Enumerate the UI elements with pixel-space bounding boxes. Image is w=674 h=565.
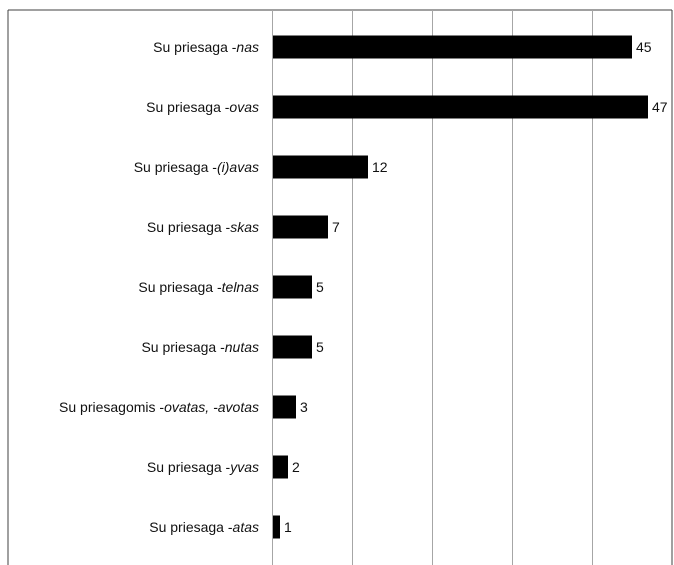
data-label: 5 bbox=[316, 279, 324, 295]
category-label-prefix: Su priesaga - bbox=[134, 159, 218, 175]
bars bbox=[273, 35, 648, 539]
bar bbox=[273, 395, 296, 419]
category-label-suffix: ovas bbox=[229, 99, 259, 115]
category-label-suffix: skas bbox=[230, 219, 259, 235]
category-label-prefix: Su priesaga - bbox=[149, 519, 233, 535]
category-label: Su priesaga -ovas bbox=[146, 99, 259, 115]
category-label-prefix: Su priesaga - bbox=[146, 99, 230, 115]
bar bbox=[273, 95, 648, 119]
category-label: Su priesaga -atas bbox=[149, 519, 259, 535]
category-label: Su priesaga -telnas bbox=[138, 279, 259, 295]
data-labels: 45 47 12 7 5 5 3 2 1 bbox=[284, 39, 668, 535]
data-label: 45 bbox=[636, 39, 652, 55]
data-label: 1 bbox=[284, 519, 292, 535]
bar bbox=[273, 515, 280, 539]
data-label: 47 bbox=[652, 99, 668, 115]
bar bbox=[273, 35, 632, 59]
category-label: Su priesaga -nutas bbox=[141, 339, 259, 355]
category-label: Su priesaga -(i)avas bbox=[134, 159, 259, 175]
category-label-prefix: Su priesaga - bbox=[153, 39, 237, 55]
chart-frame bbox=[7, 9, 673, 565]
category-label-prefix: Su priesaga - bbox=[141, 339, 225, 355]
category-label-suffix: yvas bbox=[229, 459, 259, 475]
data-label: 5 bbox=[316, 339, 324, 355]
category-label: Su priesagomis -ovatas, -avotas bbox=[59, 399, 259, 415]
bar bbox=[273, 215, 328, 239]
category-label: Su priesaga -skas bbox=[147, 219, 259, 235]
category-label-prefix: Su priesagomis - bbox=[59, 399, 164, 415]
category-label-suffix: nas bbox=[236, 39, 259, 55]
category-label-prefix: Su priesaga - bbox=[138, 279, 222, 295]
bar bbox=[273, 335, 312, 359]
category-label: Su priesaga -yvas bbox=[147, 459, 259, 475]
category-label-prefix: Su priesaga - bbox=[147, 459, 231, 475]
bar bbox=[273, 275, 312, 299]
category-label-suffix: (i)avas bbox=[217, 159, 259, 175]
category-label-suffix: nutas bbox=[225, 339, 259, 355]
bar bbox=[273, 455, 288, 479]
category-label: Su priesaga -nas bbox=[153, 39, 259, 55]
bar bbox=[273, 155, 368, 179]
grid-lines bbox=[352, 10, 593, 565]
data-label: 7 bbox=[332, 219, 340, 235]
category-label-prefix: Su priesaga - bbox=[147, 219, 231, 235]
data-label: 2 bbox=[292, 459, 300, 475]
data-label: 3 bbox=[300, 399, 308, 415]
category-label-suffix: telnas bbox=[222, 279, 259, 295]
category-label-suffix: atas bbox=[233, 519, 259, 535]
data-label: 12 bbox=[372, 159, 388, 175]
category-label-suffix: ovatas, -avotas bbox=[164, 399, 259, 415]
